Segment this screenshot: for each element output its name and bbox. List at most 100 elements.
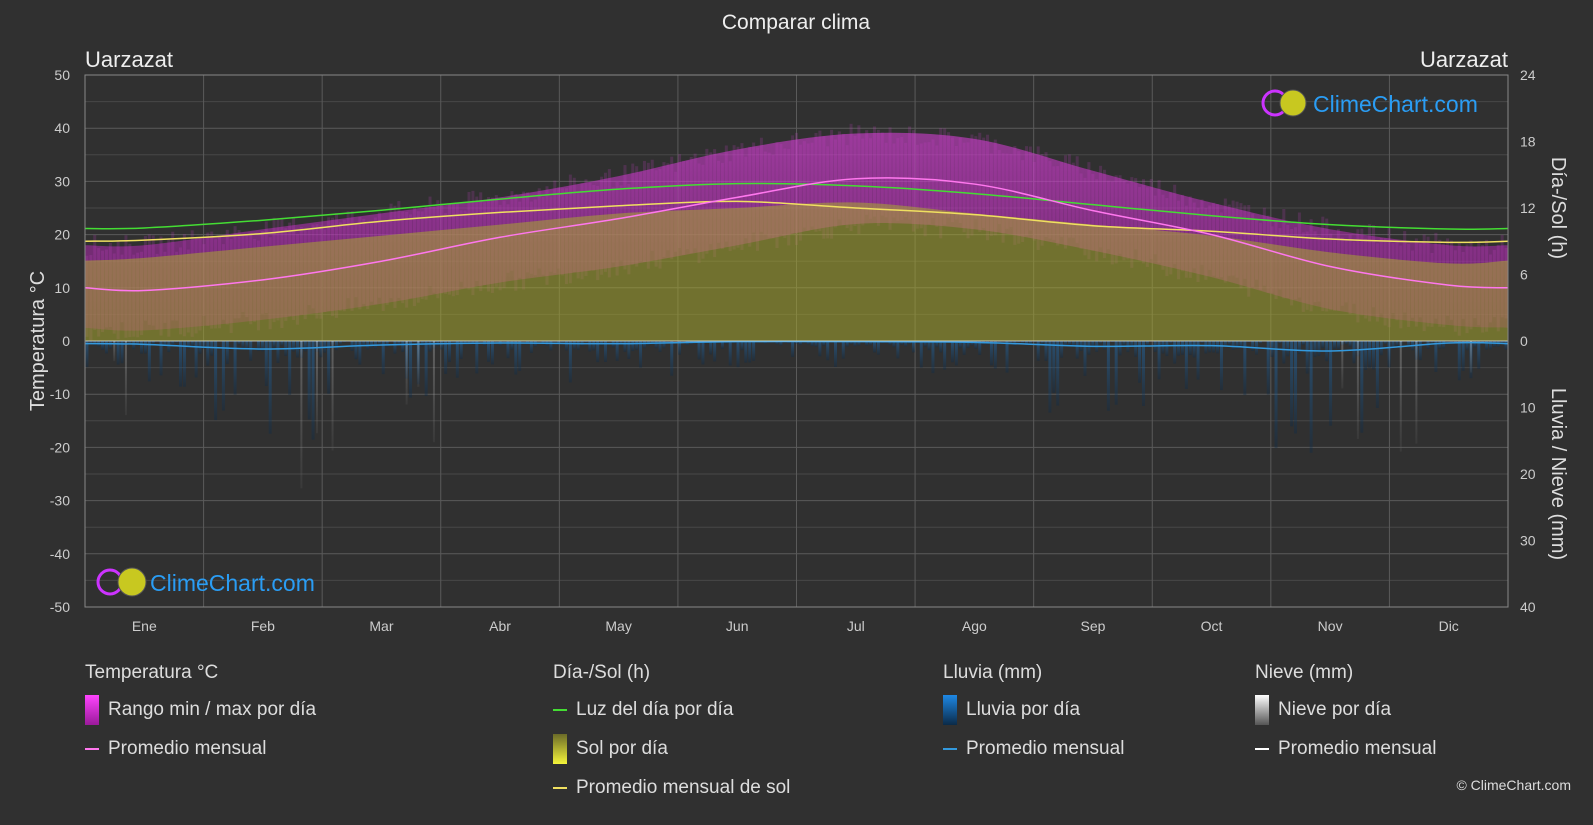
rain-day-bar	[568, 341, 572, 383]
rain-day-bar	[1052, 341, 1056, 393]
rain-day-bar	[892, 341, 896, 348]
rain-day-bar	[1344, 341, 1348, 345]
rain-day-bar	[1212, 341, 1216, 353]
left-axis-label: Temperatura °C	[27, 271, 49, 411]
temp-day-range	[670, 156, 674, 260]
rain-day-bar	[1071, 341, 1075, 348]
rain-day-bar	[362, 341, 366, 347]
rain-day-bar	[650, 341, 654, 344]
rain-day-bar	[635, 341, 639, 351]
rain-day-bar	[1064, 341, 1068, 346]
rain-day-bar	[179, 341, 183, 387]
rain-day-bar	[506, 341, 510, 359]
rain-day-bar	[1188, 341, 1192, 356]
temp-day-range	[853, 135, 857, 226]
left-tick-label: 30	[54, 173, 70, 189]
rain-day-bar	[596, 341, 600, 363]
rain-day-bar	[444, 341, 448, 374]
rain-day-bar	[167, 341, 171, 353]
legend-sunshine: Sol por día	[553, 734, 790, 764]
rain-day-bar	[670, 341, 674, 376]
rain-day-bar	[214, 341, 218, 421]
plot-frame	[84, 74, 1509, 608]
legend-snow-header: Nieve (mm)	[1255, 662, 1354, 683]
rain-day-bar	[564, 341, 568, 351]
rain-day-bar	[1009, 341, 1013, 344]
rain-day-bar	[970, 341, 974, 346]
rain-day-bar	[1083, 341, 1087, 376]
climechart-logo-icon	[96, 567, 147, 597]
rain-day-bar	[409, 341, 413, 398]
rain-day-bar	[245, 341, 249, 350]
rain-avg-swatch	[943, 748, 957, 750]
rain-day-bar	[826, 341, 830, 361]
rain-day-bar	[1371, 341, 1375, 370]
rain-day-bar	[1223, 341, 1227, 348]
sun-avg-swatch	[553, 787, 567, 789]
rain-day-bar	[1348, 341, 1352, 347]
temp-day-range	[931, 139, 935, 219]
temp-day-range	[915, 144, 919, 229]
snow-day-bar	[1469, 341, 1472, 373]
right-top-tick-label: 24	[1520, 67, 1536, 83]
rain-day-bar	[338, 341, 342, 344]
rain-day-bar	[872, 341, 876, 353]
rain-day-bar	[424, 341, 428, 397]
temp-day-range	[775, 142, 779, 249]
temp-day-range	[833, 139, 837, 228]
rain-day-bar	[1492, 341, 1496, 347]
temp-day-range	[947, 132, 951, 218]
rain-day-bar	[678, 341, 682, 355]
legend-rain: Lluvia (mm) Lluvia por día Promedio mens…	[943, 662, 1124, 776]
rain-day-bar	[1130, 341, 1134, 348]
rain-day-bar	[295, 341, 299, 358]
left-axis-ticks: 50 40 30 20 10 0 -10 -20 -30 -40 -50	[50, 67, 70, 615]
temp-day-range	[822, 136, 826, 239]
rain-day-bar	[958, 341, 962, 349]
temp-day-range	[826, 146, 830, 239]
rain-day-bar	[623, 341, 627, 352]
right-top-axis-label: Día-/Sol (h)	[1547, 157, 1569, 259]
rain-day-bar	[1278, 341, 1282, 344]
rain-day-bar	[459, 341, 463, 359]
snow-day-bar	[417, 341, 420, 387]
right-top-tick-label: 18	[1520, 134, 1536, 150]
temp-day-range	[861, 138, 865, 226]
temp-day-range	[713, 149, 717, 258]
rain-day-bar	[85, 341, 89, 368]
temp-day-range	[720, 162, 724, 250]
climechart-logo-icon	[1261, 89, 1307, 117]
rain-day-bar	[939, 341, 943, 353]
rain-day-bar	[225, 341, 229, 364]
legend-snow-avg: Promedio mensual	[1255, 737, 1436, 761]
temp-day-range	[1126, 183, 1130, 260]
rain-day-bar	[1208, 341, 1212, 353]
rain-day-bar	[1025, 341, 1029, 346]
rain-day-bar	[1056, 341, 1060, 406]
rain-day-bar	[931, 341, 935, 374]
temp-day-range	[927, 142, 931, 224]
legend-temp-range: Rango min / max por día	[85, 695, 316, 725]
rain-day-bar	[1204, 341, 1208, 354]
rain-day-bar	[1461, 341, 1465, 371]
rain-day-bar	[736, 341, 740, 368]
rain-day-bar	[795, 341, 798, 344]
rain-day-bar	[1430, 341, 1434, 344]
rain-day-bar	[1180, 341, 1184, 355]
temp-day-range	[783, 148, 787, 239]
legend-snow-avg-label: Promedio mensual	[1278, 738, 1437, 759]
rain-day-bar	[1329, 341, 1333, 426]
rain-day-bar	[904, 341, 908, 347]
temp-day-range	[970, 134, 974, 236]
temp-day-range	[1028, 146, 1032, 231]
temp-day-range	[1130, 177, 1134, 268]
rain-day-bar	[1060, 341, 1064, 358]
rain-day-bar	[974, 341, 978, 349]
temp-day-range	[642, 160, 646, 263]
temp-day-range	[1231, 200, 1235, 276]
climate-chart: Comparar clima Uarzazat Uarzazat 5040302…	[27, 11, 1569, 634]
temp-day-range	[1021, 160, 1025, 242]
temp-day-range	[752, 142, 756, 233]
temp-day-range	[1149, 178, 1153, 259]
